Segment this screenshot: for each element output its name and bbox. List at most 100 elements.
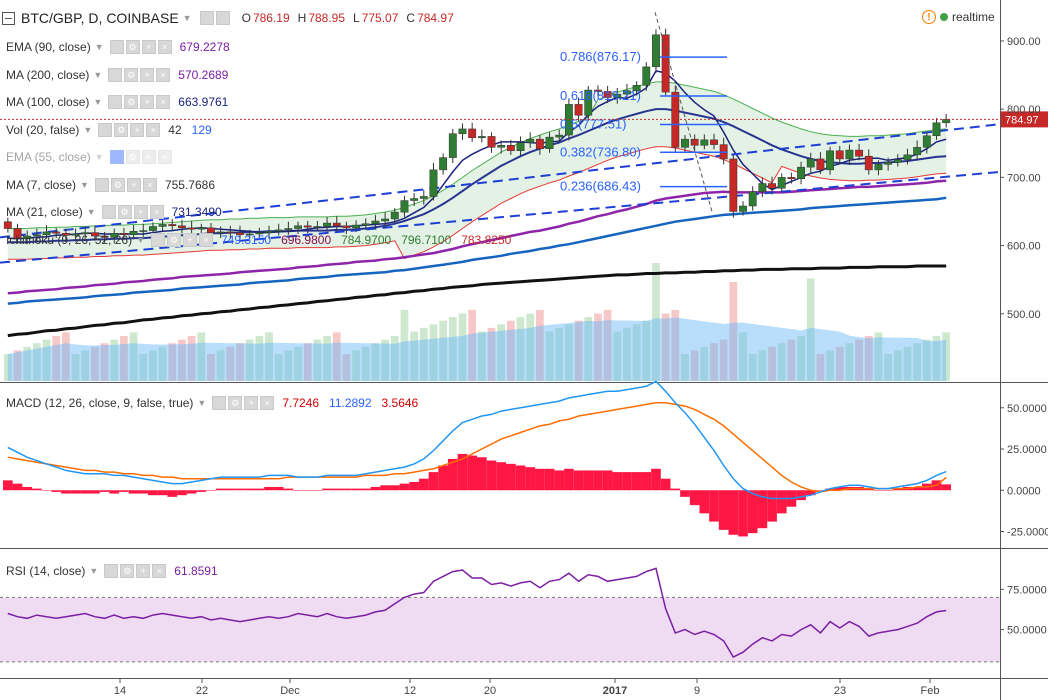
close-icon[interactable]: × [199,232,213,247]
candle-body [468,128,477,139]
chevron-down-icon[interactable]: ▼ [197,398,207,408]
chevron-down-icon[interactable]: ▼ [182,13,192,23]
volume-bar [294,346,302,381]
macd-histogram-bar [544,468,555,491]
gear-icon[interactable]: ⚙ [124,95,139,109]
legend-7[interactable]: Ichimoku (9, 26, 52, 26) ▼ ⚙ + × 749.3150 696.… [0,230,521,250]
indicator-buttons: ⚙ + × [101,205,164,219]
legend-macd[interactable]: MACD (12, 26, close, 9, false, true) ▼ ⚙ + ×… [0,393,428,413]
gear-icon[interactable]: ⚙ [114,122,129,137]
chevron-down-icon[interactable]: ▼ [86,207,96,217]
eye-icon[interactable] [109,150,124,164]
legend-rsi[interactable]: RSI (14, close) ▼ ⚙ + × 61.8591 [0,561,228,581]
close-icon[interactable]: × [152,564,167,578]
close-icon[interactable]: × [142,177,157,192]
gear-icon[interactable]: ⚙ [228,396,243,410]
plus-icon[interactable]: + [244,396,259,410]
volume-bar [274,354,283,381]
gear-icon[interactable]: ⚙ [125,150,140,164]
plus-icon[interactable]: + [140,67,155,82]
candle-body [942,119,951,124]
eye-icon[interactable] [101,205,116,219]
macd-histogram-bar [331,488,342,491]
realtime-status[interactable]: ! realtime [922,10,995,24]
chevron-down-icon[interactable]: ▼ [83,124,93,135]
eye-icon[interactable] [104,564,119,578]
plus-icon[interactable]: + [130,122,145,137]
indicator-name: EMA (55, close) [6,150,91,164]
macd-histogram-bar [892,488,903,491]
volume-bar [197,332,206,381]
plus-icon[interactable]: + [136,564,151,578]
legend-4[interactable]: EMA (55, close) ▼ ⚙ + × [0,147,180,167]
eye-icon[interactable] [151,232,165,247]
close-icon[interactable]: × [156,95,171,109]
eye-icon[interactable] [212,396,227,410]
macd-histogram-bar [796,490,806,501]
close-icon[interactable]: × [146,122,161,137]
macd-histogram-bar [244,488,255,491]
gear-icon[interactable]: ⚙ [124,67,139,82]
candle-body [342,225,351,229]
plus-icon[interactable]: + [183,232,197,247]
eye-icon[interactable] [98,122,113,137]
close-icon[interactable]: × [260,396,275,410]
candle-body [632,85,641,91]
ohlc-key: H [297,11,307,25]
eye-icon[interactable] [108,95,123,109]
fib-level-label: 0.5(777.51) [560,116,627,131]
gear-icon[interactable]: ⚙ [125,40,140,54]
legend-3[interactable]: Vol (20, false) ▼ ⚙ + × 42 129 [0,120,222,140]
chevron-down-icon[interactable]: ▼ [136,234,145,245]
indicator-name: MA (7, close) [6,177,77,192]
macd-histogram-bar [506,463,516,491]
candle-body [710,139,718,145]
volume-bar [884,354,892,381]
close-icon[interactable]: × [157,150,172,164]
volume-bar [71,354,80,381]
legend-5[interactable]: MA (7, close) ▼ ⚙ + × 755.7686 [0,175,225,195]
legend-2[interactable]: MA (100, close) ▼ ⚙ + × 663.9761 [0,92,238,112]
chevron-down-icon[interactable]: ▼ [94,152,104,162]
indicator-value: 42 [168,122,182,137]
plus-icon[interactable]: + [126,177,141,192]
candle-body [352,224,361,229]
gear-icon[interactable]: ⚙ [167,232,181,247]
eye-icon[interactable] [109,40,124,54]
close-icon[interactable]: × [156,67,171,82]
chevron-down-icon[interactable]: ▼ [80,179,89,190]
eye-icon[interactable] [108,67,123,82]
volume-bar [565,324,573,381]
macd-histogram-bar [747,490,758,534]
close-icon[interactable]: × [149,205,164,219]
gear-icon[interactable]: ⚙ [110,177,125,192]
volume-bar [661,313,670,381]
macd-histogram-bar [225,488,236,491]
chevron-down-icon[interactable]: ▼ [89,566,99,576]
chevron-down-icon[interactable]: ▼ [93,97,103,107]
legend-0[interactable]: EMA (90, close) ▼ ⚙ + × 679.2278 [0,37,240,57]
eye-icon[interactable] [199,11,214,25]
candle-body [535,138,544,149]
plus-icon[interactable]: + [141,150,156,164]
plus-icon[interactable]: + [141,40,156,54]
plus-icon[interactable]: + [140,95,155,109]
symbol-title[interactable]: BTC/GBP, D, COINBASE [21,10,179,26]
eye-icon[interactable] [94,177,109,192]
candle-body [284,228,293,231]
candle-body [922,135,931,148]
gear-icon[interactable]: ⚙ [117,205,132,219]
gear-icon[interactable] [215,11,230,25]
plus-icon[interactable]: + [133,205,148,219]
volume-bar [284,350,293,381]
volume-bar [671,309,680,381]
chevron-down-icon[interactable]: ▼ [93,69,103,80]
legend-6[interactable]: MA (21, close) ▼ ⚙ + × 731.3490 [0,202,232,222]
close-icon[interactable]: × [157,40,172,54]
collapse-icon[interactable] [2,11,15,25]
gear-icon[interactable]: ⚙ [120,564,135,578]
macd-histogram-bar [157,490,168,496]
chevron-down-icon[interactable]: ▼ [94,42,104,52]
legend-1[interactable]: MA (200, close) ▼ ⚙ + × 570.2689 [0,65,238,85]
